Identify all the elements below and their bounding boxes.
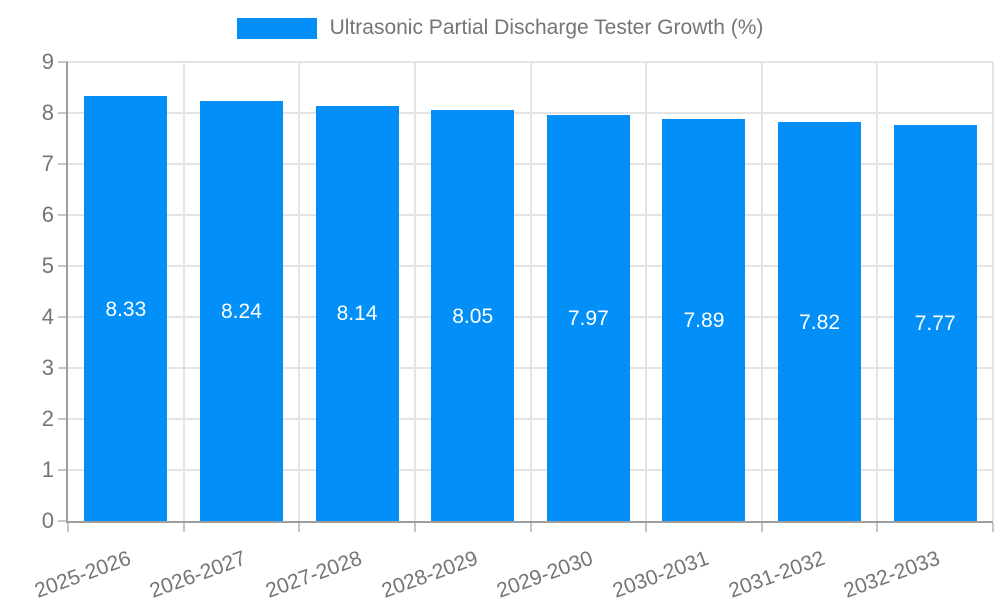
bar-2025-2026[interactable]: 8.33 <box>84 96 168 521</box>
y-tick-label: 5 <box>41 253 54 278</box>
y-tick-mark <box>58 112 68 114</box>
x-tick-mark <box>992 523 994 532</box>
x-tick-mark <box>645 523 648 532</box>
y-tick-label: 1 <box>41 457 54 482</box>
y-tick-mark <box>58 367 68 369</box>
bar-value-label: 8.24 <box>221 299 262 323</box>
x-tick-mark <box>298 523 301 532</box>
legend-label: Ultrasonic Partial Discharge Tester Grow… <box>329 16 764 39</box>
y-tick-mark <box>58 61 68 63</box>
x-tick-mark <box>760 523 763 532</box>
bar-2028-2029[interactable]: 8.05 <box>431 110 515 521</box>
x-gridline <box>182 62 185 521</box>
legend[interactable]: Ultrasonic Partial Discharge Tester Grow… <box>0 16 1000 40</box>
x-gridline <box>413 62 416 521</box>
x-gridline <box>760 62 763 521</box>
bar-2030-2031[interactable]: 7.89 <box>662 118 746 521</box>
y-tick-label: 8 <box>41 100 54 125</box>
y-tick-mark <box>58 214 68 216</box>
y-tick-mark <box>58 265 68 267</box>
x-gridline <box>876 62 879 521</box>
x-tick-mark <box>413 523 416 532</box>
bar-value-label: 7.82 <box>799 310 840 334</box>
x-tick-mark <box>67 523 69 532</box>
bar-value-label: 8.05 <box>452 304 494 328</box>
bar-2026-2027[interactable]: 8.24 <box>199 100 283 521</box>
x-tick-mark <box>876 523 879 532</box>
bar-2032-2033[interactable]: 7.77 <box>893 124 977 521</box>
x-gridline <box>645 62 648 521</box>
x-tick-label: 2025-2026 <box>31 546 134 600</box>
y-tick-label: 3 <box>41 355 54 380</box>
y-tick-label: 2 <box>41 406 54 431</box>
bar-value-label: 7.77 <box>914 311 956 335</box>
y-tick-mark <box>58 418 68 420</box>
bar-value-label: 7.89 <box>683 308 725 332</box>
y-tick-label: 9 <box>41 49 54 74</box>
y-tick-label: 0 <box>41 508 54 533</box>
bar-2031-2032[interactable]: 7.82 <box>778 122 862 521</box>
x-tick-mark <box>182 523 185 532</box>
y-tick-mark <box>58 469 68 471</box>
bar-2029-2030[interactable]: 7.97 <box>546 114 630 521</box>
x-gridline <box>529 62 532 521</box>
bar-value-label: 8.33 <box>105 297 147 321</box>
y-tick-label: 6 <box>41 202 54 227</box>
y-tick-label: 4 <box>41 304 54 329</box>
x-tick-mark <box>529 523 532 532</box>
y-tick-label: 7 <box>41 151 54 176</box>
bar-2027-2028[interactable]: 8.14 <box>315 105 399 521</box>
y-tick-mark <box>58 316 68 318</box>
x-axis-line <box>66 521 993 523</box>
x-gridline <box>298 62 301 521</box>
legend-swatch <box>236 17 317 39</box>
bar-value-label: 8.14 <box>336 302 378 326</box>
y-tick-mark <box>58 520 68 522</box>
y-tick-mark <box>58 163 68 165</box>
bar-value-label: 7.97 <box>567 306 609 330</box>
x-gridline <box>992 62 994 521</box>
y-axis-line <box>66 62 68 521</box>
